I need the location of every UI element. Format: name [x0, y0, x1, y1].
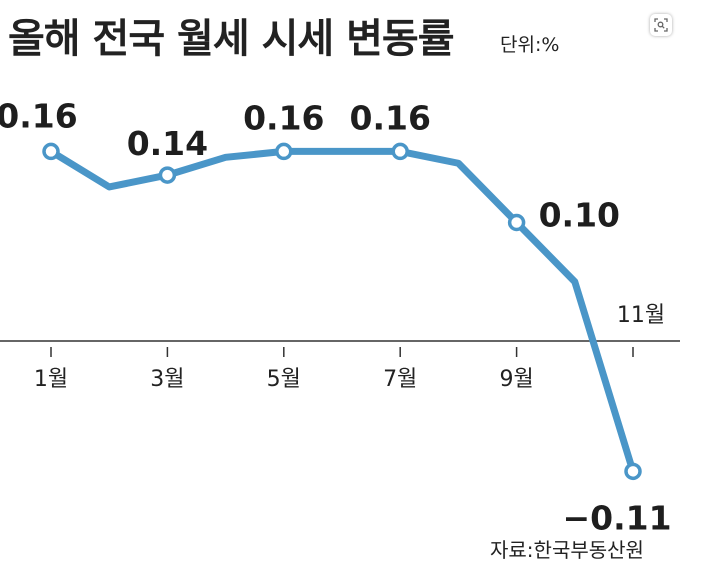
data-label: 0.14 [127, 124, 208, 163]
data-label: 0.10 [539, 196, 620, 235]
series-line [47, 147, 637, 475]
data-label: 0.16 [243, 98, 324, 137]
zoom-button[interactable] [650, 14, 672, 36]
chart-title: 올해 전국 월세 시세 변동률 [8, 16, 455, 62]
x-tick-label: 7월 [383, 367, 417, 392]
x-tick-label: 3월 [150, 367, 184, 392]
x-tick-label: 5월 [267, 367, 301, 392]
data-label: −0.11 [562, 498, 671, 537]
x-tick-label: 9월 [499, 367, 533, 392]
source-label: 자료:한국부동산원 [490, 538, 644, 562]
data-point-marker [275, 142, 293, 161]
x-tick-label: 1월 [34, 367, 68, 392]
data-point-marker [391, 142, 409, 161]
x-tick-label: 11월 [617, 303, 665, 328]
zoom-icon [654, 18, 668, 32]
unit-label: 단위:% [500, 34, 560, 56]
data-point-marker [158, 166, 177, 184]
data-label: 0.16 [349, 98, 430, 137]
data-point-marker [507, 213, 526, 232]
data-point-marker [42, 142, 60, 161]
data-label: 0.16 [0, 96, 78, 135]
data-point-marker [624, 462, 642, 481]
